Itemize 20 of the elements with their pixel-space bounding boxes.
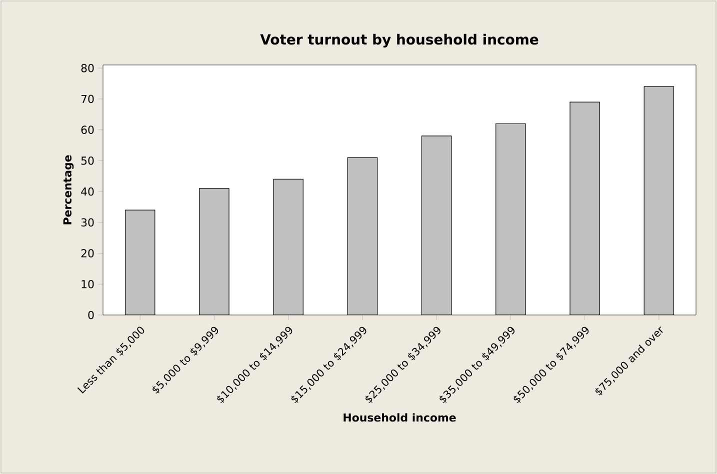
y-tick-label: 50: [81, 156, 94, 165]
y-tick-label: 0: [88, 310, 94, 320]
y-tick-label: 60: [81, 126, 94, 134]
y-axis-title: Percentage: [63, 155, 74, 224]
y-tick-label: 20: [81, 249, 94, 258]
bar: [644, 86, 674, 315]
bar: [347, 157, 378, 315]
chart-title: Voter turnout by household income: [260, 34, 538, 48]
y-tick-label: 70: [81, 94, 94, 104]
y-tick-label: 40: [81, 187, 94, 196]
bar: [273, 178, 304, 315]
x-axis-title: Household income: [344, 413, 456, 422]
bar: [199, 188, 230, 315]
y-tick-label: 10: [82, 280, 94, 288]
y-tick-label: 30: [81, 218, 94, 227]
bar: [124, 210, 156, 315]
bar: [421, 136, 452, 315]
bar: [496, 123, 526, 315]
bar: [570, 102, 600, 315]
y-tick-label: 80: [81, 64, 94, 72]
